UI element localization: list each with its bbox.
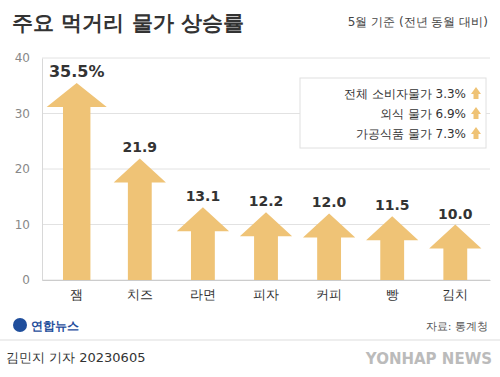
credit: 연합뉴스 <box>31 319 79 333</box>
x-tick: 라면 <box>190 280 216 302</box>
data-label: 11.5 <box>375 197 410 213</box>
x-axis: 잼 치즈 라면 피자 커피 빵 김치 <box>43 280 491 302</box>
x-tick-label: 잼 <box>70 287 83 302</box>
source: 자료: 통계청 <box>426 320 488 333</box>
x-tick-label: 김치 <box>442 287 468 302</box>
y-tick-label: 20 <box>15 162 30 176</box>
bar <box>240 212 292 280</box>
annotation: 가공식품 물가 7.3% <box>356 127 466 141</box>
background <box>0 0 500 377</box>
annotation-arrow <box>471 127 481 139</box>
bar <box>429 225 481 281</box>
footer-rule <box>0 340 500 341</box>
data-label: 13.1 <box>186 188 221 204</box>
x-tick: 커피 <box>316 280 342 302</box>
x-tick-label: 치즈 <box>127 287 153 302</box>
y-tick-label: 10 <box>15 218 30 232</box>
x-tick-label: 커피 <box>316 287 342 302</box>
bar <box>114 158 166 280</box>
x-tick-label: 빵 <box>386 287 399 302</box>
y-tick: 40 <box>15 51 42 65</box>
y-tick: 20 <box>15 162 42 176</box>
y-tick: 10 <box>15 218 42 232</box>
grid-line <box>42 58 490 59</box>
x-tick-label: 라면 <box>190 287 216 302</box>
annotation: 외식 물가 6.9% <box>380 107 466 121</box>
title: 주요 먹거리 물가 상승률 <box>12 11 244 35</box>
y-tick: 0 <box>22 273 42 287</box>
plot: 0 10 20 30 40 잼 치즈 라면 피자 커피 빵 김치 35.5% 21.9 13.1 12.2 12… <box>15 51 491 302</box>
grid <box>42 58 490 280</box>
x-tick: 김치 <box>442 280 468 302</box>
data-label: 12.0 <box>312 194 347 210</box>
grid-line <box>42 169 490 170</box>
annotation-arrow <box>471 87 481 99</box>
data-label: 21.9 <box>123 139 158 155</box>
annotation-box: 전체 소비자물가 3.3% 외식 물가 6.9% 가공식품 물가 7.3% <box>300 78 486 148</box>
x-axis-line <box>43 280 491 281</box>
bar <box>303 213 355 280</box>
y-axis-line <box>42 59 43 281</box>
annotation: 전체 소비자물가 3.3% <box>344 87 466 101</box>
bar <box>366 216 418 280</box>
annotation-frame <box>300 78 486 148</box>
bar <box>47 83 107 280</box>
y-tick-label: 30 <box>15 107 30 121</box>
annotation-arrow <box>471 107 481 119</box>
chart-svg: 주요 먹거리 물가 상승률 5월 기준 (전년 동월 대비) 0 10 20 30 40 잼 치… <box>0 0 500 377</box>
x-tick: 치즈 <box>127 280 153 302</box>
x-tick: 잼 <box>70 280 83 302</box>
x-tick: 빵 <box>386 280 399 302</box>
credit-logo <box>13 318 27 332</box>
bars <box>47 83 482 280</box>
y-tick: 30 <box>15 107 42 121</box>
data-label: 10.0 <box>438 206 473 222</box>
byline: 김민지 기자 20230605 <box>6 350 145 365</box>
y-tick-label: 40 <box>15 51 30 65</box>
y-tick-label: 0 <box>22 273 30 287</box>
x-tick: 피자 <box>253 280 279 302</box>
data-label: 12.2 <box>249 193 284 209</box>
data-label: 35.5% <box>49 62 105 81</box>
x-tick-label: 피자 <box>253 287 279 302</box>
subtitle: 5월 기준 (전년 동월 대비) <box>348 15 488 29</box>
y-axis: 0 10 20 30 40 <box>15 51 43 287</box>
watermark: YONHAP NEWS <box>365 350 492 368</box>
bar <box>177 207 229 280</box>
